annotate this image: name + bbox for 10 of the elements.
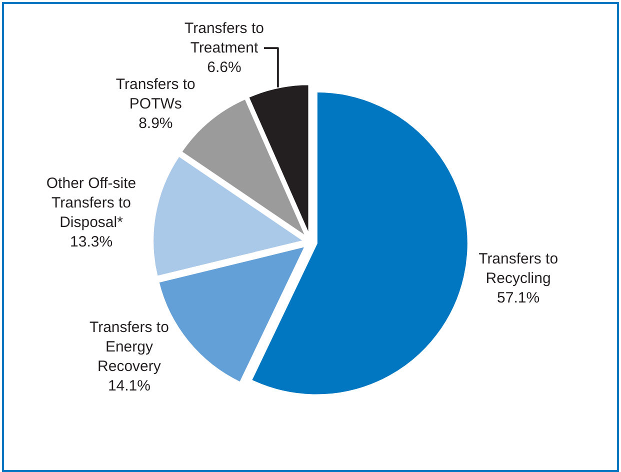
data-label: 13.3%	[70, 233, 113, 250]
slice-label: Transfers to Energy Recovery	[89, 318, 169, 375]
data-label: 57.1%	[497, 289, 540, 306]
slice-label: Transfers to Recycling	[478, 250, 558, 287]
data-label: 14.1%	[108, 377, 150, 394]
slice-label: Other Off-site Transfers to Disposal*	[46, 174, 136, 231]
data-label: 6.6%	[207, 59, 242, 76]
slice-label: Transfers to Treatment	[184, 20, 264, 57]
data-label: 8.9%	[138, 115, 173, 132]
slice-label: Transfers to POTWs	[116, 76, 196, 113]
